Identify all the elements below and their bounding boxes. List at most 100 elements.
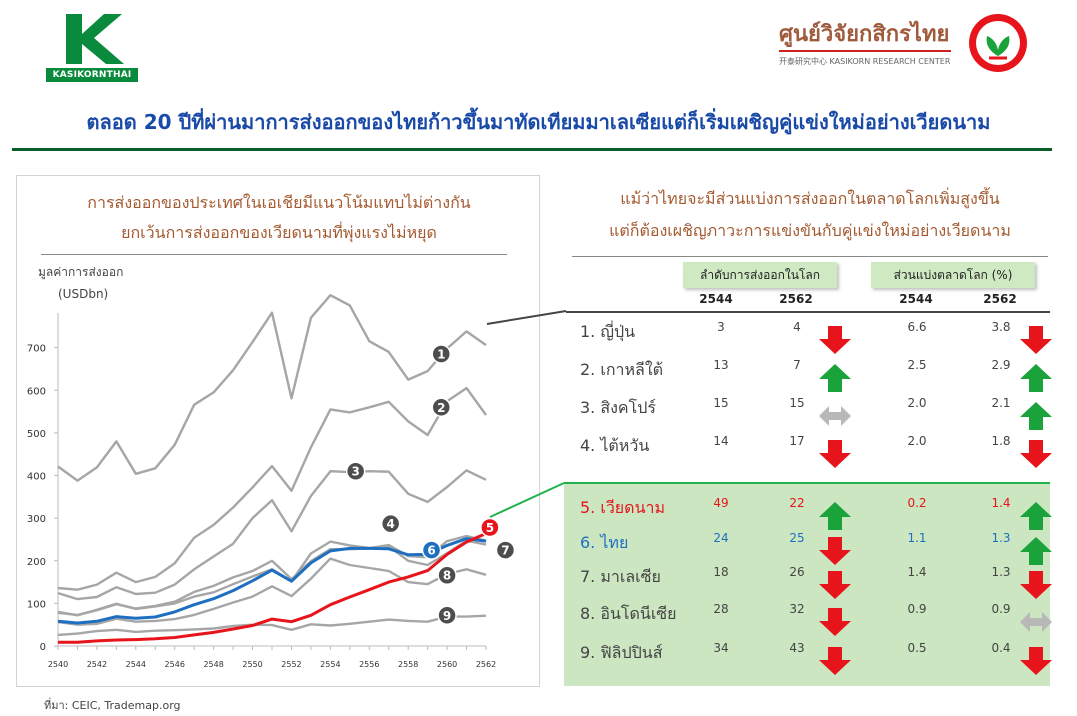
- kresearch-logo: ศูนย์วิจัยกสิกรไทย 开泰研究中心 KASIKORN RESEA…: [779, 10, 1029, 76]
- table-title-separator: [572, 256, 1048, 257]
- share-2544-value: 0.5: [907, 641, 927, 655]
- chart-title-line2: ยกเว้นการส่งออกของเวียดนามที่พุ่งแรงไม่ห…: [121, 223, 437, 242]
- rank-2562-value: 15: [789, 396, 805, 410]
- country-name: 3. สิงคโปร์: [580, 398, 656, 417]
- connector-asean: [489, 482, 565, 518]
- x-tick-label: 2552: [281, 660, 301, 669]
- rank-2544-value: 49: [713, 496, 729, 510]
- kasikorn-k-icon: [66, 14, 124, 64]
- country-name: 4. ไต้หวัน: [580, 436, 650, 455]
- header-share-box: ส่วนแบ่งตลาดโลก (%): [871, 262, 1035, 288]
- rank-up-arrow-icon: [819, 364, 851, 392]
- country-name: 8. อินโดนีเซีย: [580, 604, 677, 623]
- rank-2544-value: 28: [713, 602, 729, 616]
- chart-title-separator: [41, 254, 507, 255]
- x-tick-label: 2556: [359, 660, 379, 669]
- page-headline: ตลอด 20 ปีที่ผ่านมาการส่งออกของไทยก้าวขึ…: [86, 110, 991, 134]
- rank-2562-value: 26: [789, 565, 805, 579]
- rank-down-arrow-icon: [819, 537, 851, 565]
- y-tick-label: 100: [27, 599, 46, 610]
- x-tick-label: 2562: [476, 660, 496, 669]
- share-2562-value: 1.3: [991, 565, 1011, 579]
- table-row: 9. ฟิลิปปินส์ 34 43 0.5 0.4: [0, 641, 1077, 677]
- rank-2562-value: 32: [789, 602, 805, 616]
- kbank-emblem-icon: [969, 14, 1027, 72]
- country-name: 7. มาเลเซีย: [580, 567, 661, 586]
- series-badge-label: 2: [437, 401, 445, 415]
- table-row: 7. มาเลเซีย 18 26 1.4 1.3: [0, 565, 1077, 601]
- series-line-2: [57, 386, 487, 591]
- kasikorn-logo-text: KASIKORNTHAI: [46, 68, 138, 82]
- series-badge: [495, 540, 516, 560]
- series-badge: [431, 397, 452, 418]
- share-up-arrow-icon: [1020, 537, 1052, 565]
- series-badge-label: 3: [351, 465, 359, 479]
- y-tick-label: 700: [27, 344, 46, 355]
- rank-2562-value: 43: [789, 641, 805, 655]
- table-asean-top-line: [564, 482, 1050, 484]
- share-2544-value: 6.6: [907, 320, 927, 334]
- rank-down-arrow-icon: [819, 608, 851, 636]
- table-row: 5. เวียดนาม 49 22 0.2 1.4: [0, 496, 1077, 532]
- series-badge: [345, 461, 366, 481]
- left-chart-panel: การส่งออกของประเทศในเอเชียมีแนวโน้มแทบไม…: [16, 175, 540, 687]
- table-row: 4. ไต้หวัน 14 17 2.0 1.8: [0, 434, 1077, 470]
- kresearch-logo-divider: [779, 50, 951, 52]
- share-2544-value: 2.0: [907, 434, 927, 448]
- rank-2562-value: 4: [793, 320, 801, 334]
- series-line-1: [57, 294, 487, 482]
- rank-down-arrow-icon: [819, 326, 851, 354]
- share-2544-value: 2.5: [907, 358, 927, 372]
- x-tick-label: 2560: [437, 660, 457, 669]
- share-up-arrow-icon: [1020, 402, 1052, 430]
- rank-2544-value: 3: [717, 320, 725, 334]
- y-tick-label: 600: [27, 386, 46, 397]
- rank-down-arrow-icon: [819, 647, 851, 675]
- x-tick-label: 2558: [398, 660, 418, 669]
- series-badge: [437, 565, 457, 585]
- share-2562-value: 0.9: [991, 602, 1011, 616]
- rank-2562-value: 25: [789, 531, 805, 545]
- series-line-7: [57, 539, 487, 617]
- kresearch-logo-thai: ศูนย์วิจัยกสิกรไทย: [779, 22, 950, 47]
- series-line-5: [58, 532, 487, 644]
- rank-2544-value: 18: [713, 565, 729, 579]
- y-tick-label: 500: [27, 429, 46, 440]
- share-flat-arrow-icon: [1020, 612, 1052, 632]
- series-badge: [480, 517, 500, 538]
- rank-flat-arrow-icon: [819, 406, 851, 426]
- connector-asia: [486, 310, 567, 325]
- rank-2544-value: 13: [713, 358, 729, 372]
- rank-2562-value: 7: [793, 358, 801, 372]
- rank-up-arrow-icon: [819, 502, 851, 530]
- table-row: 3. สิงคโปร์ 15 15 2.0 2.1: [0, 396, 1077, 432]
- rank-down-arrow-icon: [819, 440, 851, 468]
- y-tick-label: 0: [40, 642, 46, 653]
- series-line-8: [57, 557, 487, 626]
- y-tick-label: 400: [27, 472, 46, 483]
- table-title: แม้ว่าไทยจะมีส่วนแบ่งการส่งออกในตลาดโลกเ…: [566, 183, 1054, 247]
- chart-title-line1: การส่งออกของประเทศในเอเชียมีแนวโน้มแทบไม…: [87, 193, 471, 212]
- share-up-arrow-icon: [1020, 502, 1052, 530]
- share-2562-value: 1.8: [991, 434, 1011, 448]
- share-2544-value: 0.2: [907, 496, 927, 510]
- share-2562-value: 2.9: [991, 358, 1011, 372]
- rank-2544-value: 34: [713, 641, 729, 655]
- header-rank-box: ลำดับการส่งออกในโลก: [683, 262, 837, 288]
- chart-title: การส่งออกของประเทศในเอเชียมีแนวโน้มแทบไม…: [17, 188, 541, 248]
- country-name: 5. เวียดนาม: [580, 498, 666, 517]
- series-badge-label: 9: [443, 609, 451, 623]
- country-name: 2. เกาหลีใต้: [580, 360, 664, 379]
- table-title-line1: แม้ว่าไทยจะมีส่วนแบ่งการส่งออกในตลาดโลกเ…: [620, 189, 1000, 208]
- table-asia-section: [580, 318, 1050, 474]
- year-share-2544: 2544: [899, 292, 933, 306]
- share-2562-value: 1.4: [991, 496, 1011, 510]
- year-share-2562: 2562: [983, 292, 1017, 306]
- series-line-3: [57, 469, 487, 601]
- series-badge-label: 6: [427, 544, 435, 558]
- series-line-9: [57, 614, 487, 637]
- kasikorn-logo: KASIKORNTHAI: [46, 12, 138, 82]
- table-row: 2. เกาหลีใต้ 13 7 2.5 2.9: [0, 358, 1077, 394]
- series-line-6: [57, 537, 487, 625]
- series-badge-label: 4: [386, 517, 394, 531]
